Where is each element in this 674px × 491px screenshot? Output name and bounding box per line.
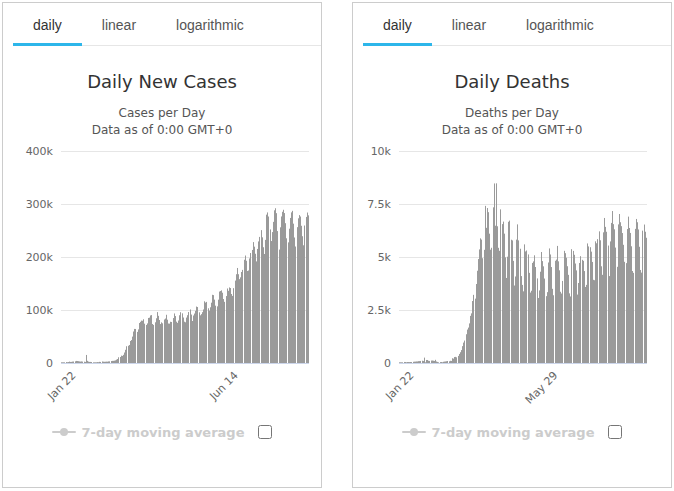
tab-linear[interactable]: linear: [82, 3, 156, 46]
x-axis-labels: Jan 22 May 29: [399, 365, 647, 409]
cases-plot-area: Jan 22 Jun 14: [61, 149, 309, 365]
x-tick-label: May 29: [523, 369, 561, 407]
daily-deaths-panel: daily linear logarithmic Daily Deaths De…: [352, 2, 672, 488]
deaths-bar-chart[interactable]: [399, 149, 647, 365]
legend-series-marker-icon: [52, 427, 76, 437]
page: daily linear logarithmic Daily New Cases…: [0, 0, 674, 491]
cases-bar-chart[interactable]: [61, 149, 309, 365]
tab-linear[interactable]: linear: [432, 3, 506, 46]
y-tick-label: 10k: [353, 145, 391, 158]
chart-subtitle-line2: Data as of 0:00 GMT+0: [3, 122, 321, 139]
y-tick-label: 2.5k: [353, 304, 391, 317]
legend-series-label[interactable]: 7-day moving average: [82, 425, 245, 440]
chart-subtitle: Cases per Day Data as of 0:00 GMT+0: [3, 105, 321, 139]
chart-tabs: daily linear logarithmic: [363, 3, 671, 46]
y-tick-label: 100k: [3, 304, 53, 317]
chart-tabs: daily linear logarithmic: [13, 3, 321, 46]
legend: 7-day moving average: [3, 421, 321, 443]
x-axis-labels: Jan 22 Jun 14: [61, 365, 309, 409]
y-tick-label: 200k: [3, 251, 53, 264]
chart-title: Daily Deaths: [353, 71, 671, 92]
tab-daily[interactable]: daily: [13, 3, 82, 46]
y-tick-label: 5k: [353, 251, 391, 264]
legend-series-label[interactable]: 7-day moving average: [432, 425, 595, 440]
tab-logarithmic[interactable]: logarithmic: [156, 3, 264, 46]
daily-new-cases-panel: daily linear logarithmic Daily New Cases…: [2, 2, 322, 488]
y-axis-labels: 10k 7.5k 5k 2.5k 0: [353, 149, 391, 365]
y-tick-label: 0: [353, 357, 391, 370]
tab-daily[interactable]: daily: [363, 3, 432, 46]
legend-series-marker-icon: [402, 427, 426, 437]
y-tick-label: 300k: [3, 198, 53, 211]
x-tick-label: Jan 22: [383, 369, 417, 403]
tab-logarithmic[interactable]: logarithmic: [506, 3, 614, 46]
deaths-plot-area: Jan 22 May 29: [399, 149, 647, 365]
y-tick-label: 400k: [3, 145, 53, 158]
chart-subtitle: Deaths per Day Data as of 0:00 GMT+0: [353, 105, 671, 139]
chart-subtitle-line1: Cases per Day: [3, 105, 321, 122]
legend: 7-day moving average: [353, 421, 671, 443]
y-axis-labels: 400k 300k 200k 100k 0: [3, 149, 53, 365]
legend-series-checkbox[interactable]: [258, 425, 272, 439]
chart-subtitle-line1: Deaths per Day: [353, 105, 671, 122]
chart-title: Daily New Cases: [3, 71, 321, 92]
y-tick-label: 7.5k: [353, 198, 391, 211]
x-tick-label: Jun 14: [207, 369, 241, 403]
x-tick-label: Jan 22: [45, 369, 79, 403]
y-tick-label: 0: [3, 357, 53, 370]
chart-subtitle-line2: Data as of 0:00 GMT+0: [353, 122, 671, 139]
legend-series-checkbox[interactable]: [608, 425, 622, 439]
